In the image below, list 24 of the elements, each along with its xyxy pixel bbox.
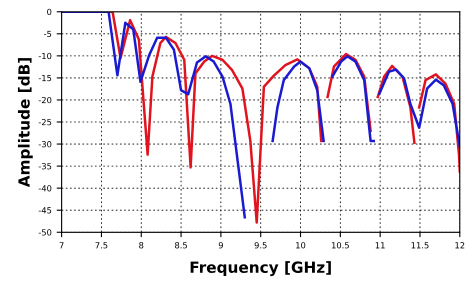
x-tick-label: 7 [60,242,64,248]
x-tick-label: 10.5 [332,242,349,248]
x-axis-title: Frequency [GHz] [190,261,331,276]
x-tick-label: 11.5 [412,242,429,248]
x-tick-label: 8.5 [175,242,187,248]
y-tick-label: -30 [38,141,52,148]
x-tick-label: 11 [376,242,385,248]
y-tick-label: -50 [38,229,52,236]
x-tick-label: 8 [139,242,144,248]
x-tick-label: 10 [296,242,306,248]
x-tick-label: 9.5 [254,242,267,248]
y-tick-label: -35 [38,163,52,170]
y-tick-label: -5 [44,30,52,38]
y-tick-label: 0 [47,8,52,16]
y-tick-label: -25 [38,118,52,126]
y-tick-label: -10 [38,52,52,60]
y-tick-label: -20 [38,96,52,104]
x-tick-label: 9 [218,242,223,248]
y-axis-title: Amplitude [dB] [18,58,33,188]
y-tick-label: -15 [38,75,52,82]
x-tick-label: 7.5 [95,242,108,248]
x-tick-label: 12 [455,242,464,248]
y-tick-label: -45 [38,207,52,214]
y-tick-label: -40 [38,185,52,192]
